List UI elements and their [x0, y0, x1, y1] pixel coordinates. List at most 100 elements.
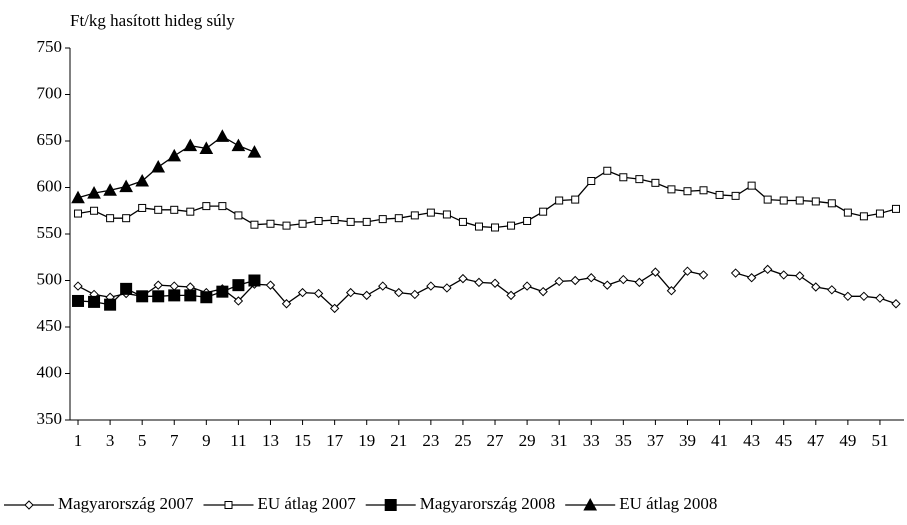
- legend-label: EU átlag 2008: [619, 494, 717, 513]
- x-tick-label: 35: [615, 431, 632, 450]
- x-tick-label: 29: [519, 431, 536, 450]
- marker: [200, 291, 213, 304]
- x-tick-label: 49: [839, 431, 856, 450]
- marker: [297, 287, 308, 298]
- marker: [104, 298, 117, 311]
- legend-label: EU átlag 2007: [258, 494, 357, 513]
- marker: [152, 290, 165, 303]
- marker: [635, 175, 644, 184]
- x-tick-label: 23: [422, 431, 439, 450]
- marker: [362, 290, 372, 301]
- marker: [458, 273, 468, 284]
- x-tick-label: 31: [551, 431, 568, 450]
- x-tick-label: 33: [583, 431, 600, 450]
- marker: [458, 217, 467, 226]
- marker: [698, 270, 709, 280]
- x-tick-label: 21: [390, 431, 407, 450]
- y-tick-label: 350: [37, 409, 63, 428]
- marker: [135, 173, 150, 187]
- y-tick-label: 450: [37, 316, 63, 335]
- marker: [265, 280, 276, 290]
- marker: [103, 183, 117, 196]
- x-tick-label: 51: [871, 431, 888, 450]
- x-tick-label: 9: [202, 431, 211, 450]
- marker: [153, 280, 163, 290]
- marker: [119, 179, 133, 193]
- marker: [74, 209, 83, 218]
- marker: [362, 217, 371, 226]
- marker: [731, 191, 740, 200]
- marker: [747, 181, 756, 190]
- x-tick-label: 13: [262, 431, 279, 450]
- series-line: [77, 135, 255, 199]
- marker: [859, 212, 868, 221]
- marker: [314, 216, 323, 225]
- marker: [202, 202, 211, 211]
- marker: [231, 138, 246, 152]
- marker: [827, 285, 837, 295]
- marker: [763, 195, 772, 204]
- marker: [232, 279, 245, 292]
- marker: [699, 186, 708, 195]
- marker: [491, 223, 500, 232]
- x-tick-label: 39: [679, 431, 696, 450]
- marker: [507, 221, 516, 230]
- marker: [538, 286, 548, 297]
- x-tick-label: 27: [487, 431, 505, 450]
- x-tick-label: 41: [711, 431, 728, 450]
- marker: [169, 281, 179, 291]
- marker: [122, 214, 131, 223]
- marker: [170, 205, 179, 214]
- marker: [875, 209, 884, 218]
- marker: [571, 195, 580, 204]
- marker: [250, 220, 259, 229]
- marker: [570, 275, 580, 286]
- marker: [843, 291, 853, 302]
- marker: [634, 277, 645, 288]
- marker: [490, 278, 500, 288]
- marker: [154, 205, 163, 214]
- marker: [603, 166, 612, 175]
- x-tick-label: 5: [138, 431, 147, 450]
- marker: [523, 216, 532, 225]
- marker: [442, 210, 451, 219]
- x-tick-label: 3: [106, 431, 115, 450]
- marker: [795, 271, 805, 281]
- marker: [247, 145, 262, 158]
- marker: [875, 293, 885, 303]
- marker: [618, 274, 629, 285]
- marker: [266, 219, 275, 228]
- marker: [168, 289, 181, 302]
- marker: [378, 281, 388, 291]
- marker: [215, 129, 230, 142]
- marker: [282, 221, 291, 230]
- marker: [779, 270, 789, 280]
- marker: [426, 281, 436, 291]
- marker: [539, 207, 548, 216]
- marker: [233, 296, 244, 306]
- marker: [345, 287, 356, 298]
- marker: [891, 299, 901, 309]
- marker: [795, 196, 804, 205]
- marker: [474, 222, 483, 231]
- x-tick-label: 37: [647, 431, 665, 450]
- x-tick-label: 15: [294, 431, 311, 450]
- marker: [410, 289, 420, 300]
- marker: [683, 187, 692, 196]
- marker: [762, 264, 773, 275]
- marker: [90, 206, 99, 215]
- x-tick-label: 11: [230, 431, 246, 450]
- marker: [394, 287, 404, 298]
- marker: [779, 196, 788, 205]
- marker: [522, 281, 532, 291]
- marker: [619, 173, 628, 182]
- marker: [24, 500, 34, 510]
- marker: [330, 216, 339, 225]
- y-tick-label: 750: [37, 37, 63, 56]
- marker: [184, 289, 197, 302]
- marker: [106, 214, 115, 223]
- marker: [715, 190, 724, 199]
- x-tick-label: 17: [326, 431, 344, 450]
- x-tick-label: 7: [170, 431, 179, 450]
